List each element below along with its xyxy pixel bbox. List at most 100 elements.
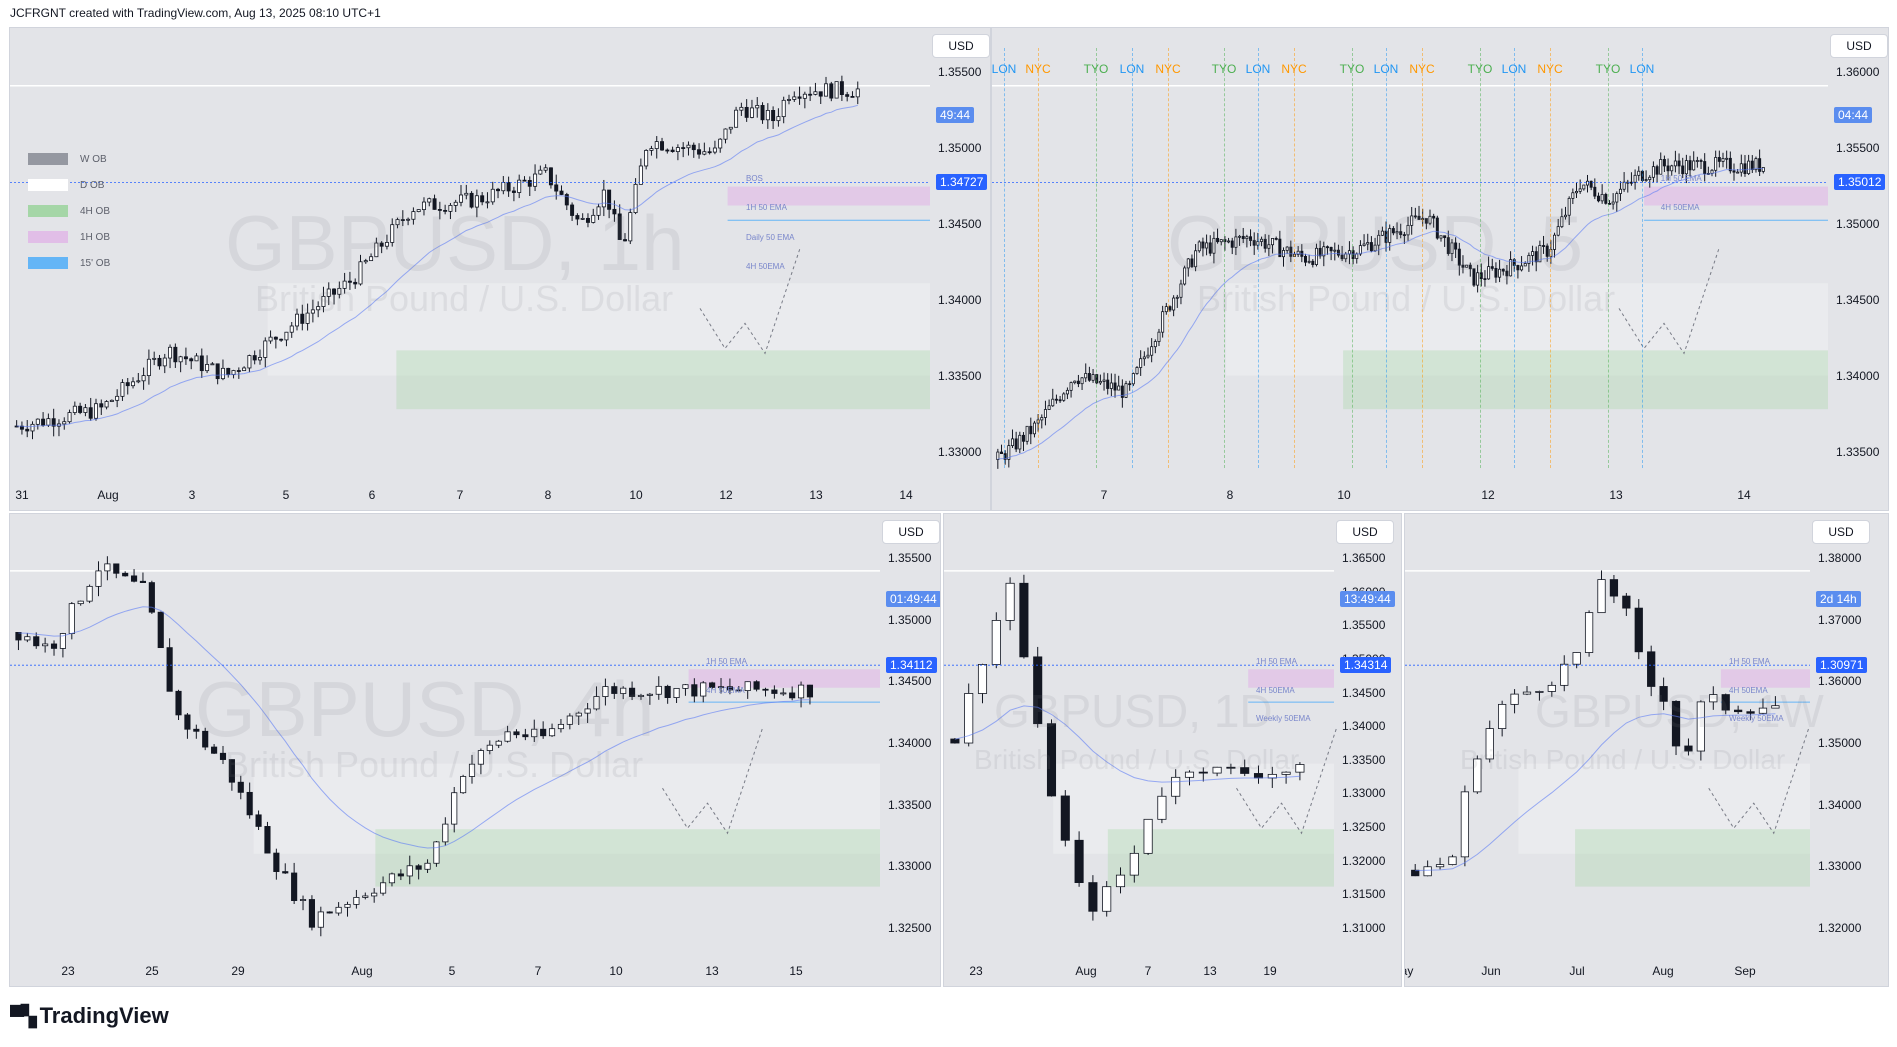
- chart-panel-1h[interactable]: GBPUSD, 1h British Pound / U.S. Dollar W…: [9, 27, 991, 511]
- candle-up: [131, 381, 136, 387]
- chart-panel-1d[interactable]: GBPUSD, 1D British Pound / U.S. Dollar 1…: [943, 513, 1402, 987]
- x-axis-tick-label: 6: [368, 488, 376, 502]
- candle-up: [813, 91, 818, 95]
- candle-down: [199, 355, 204, 372]
- candle-down: [469, 192, 474, 208]
- candle-up: [1355, 253, 1359, 259]
- candle-up: [83, 407, 88, 413]
- candle-up: [1710, 169, 1714, 174]
- candle-up: [797, 684, 805, 699]
- candle-up: [326, 288, 331, 297]
- candle-up: [369, 256, 374, 262]
- currency-button[interactable]: USD: [882, 520, 940, 544]
- candle-down: [850, 95, 855, 98]
- y-axis-tick-label: 1.34000: [1836, 369, 1880, 383]
- candle-down: [1216, 237, 1220, 243]
- candle-up: [637, 694, 645, 697]
- candle-up: [728, 126, 733, 130]
- candle-down: [1106, 379, 1110, 389]
- candle-up: [1695, 160, 1699, 162]
- candle-up: [1439, 235, 1443, 239]
- candle-up: [95, 570, 102, 587]
- last-price-tag: 1.34112: [886, 657, 937, 674]
- candle-down: [1311, 260, 1315, 265]
- y-axis-tick-label: 1.31500: [1342, 887, 1386, 902]
- candle-up: [263, 340, 268, 358]
- candle-down: [1263, 238, 1267, 249]
- candle-up: [1380, 230, 1384, 236]
- candle-down: [1399, 231, 1403, 236]
- candle-up: [792, 96, 797, 100]
- candle-down: [839, 81, 844, 95]
- candle-down: [999, 451, 1003, 454]
- candle-down: [1468, 264, 1472, 270]
- candle-up: [411, 211, 416, 220]
- candle-down: [1435, 217, 1439, 239]
- candle-down: [347, 280, 352, 283]
- candle-up: [1043, 409, 1047, 418]
- candle-up: [295, 313, 300, 327]
- candle-down: [308, 899, 315, 928]
- currency-button[interactable]: USD: [1812, 520, 1870, 544]
- candle-down: [1190, 258, 1194, 268]
- candle-up: [682, 684, 689, 689]
- candle-down: [1241, 235, 1245, 240]
- candle-down: [1417, 215, 1421, 220]
- legend-swatch: [28, 153, 68, 165]
- currency-button[interactable]: USD: [1830, 34, 1888, 58]
- currency-button[interactable]: USD: [932, 34, 990, 58]
- candle-up: [781, 99, 786, 118]
- legend-entry: 15' OB: [28, 250, 110, 276]
- candle-down: [845, 94, 850, 97]
- candle-up: [310, 309, 315, 314]
- legend-swatch: [28, 231, 68, 243]
- candle-up: [1281, 771, 1291, 775]
- candle-down: [1684, 745, 1693, 752]
- tradingview-branding[interactable]: ▀▚ TradingView: [10, 1003, 169, 1029]
- candle-up: [543, 167, 548, 171]
- ema-50-line: [18, 606, 811, 849]
- candle-up: [977, 664, 988, 694]
- candle-up: [1377, 234, 1381, 246]
- chart-panel-4h[interactable]: GBPUSD, 4h British Pound / U.S. Dollar 1…: [9, 513, 941, 987]
- candle-up: [442, 823, 449, 843]
- candle-up: [504, 731, 511, 742]
- candle-up: [388, 873, 396, 884]
- candle-up: [1084, 373, 1088, 379]
- candle-down: [1128, 383, 1132, 386]
- candle-up: [46, 418, 51, 426]
- candle-up: [1670, 165, 1674, 172]
- candle-down: [1230, 240, 1234, 248]
- candle-up: [486, 744, 493, 751]
- candle-up: [1510, 693, 1519, 705]
- x-axis-tick-label: 31: [15, 488, 29, 502]
- candle-up: [1571, 192, 1575, 199]
- ema-50-line: [16, 104, 858, 428]
- chart-panel-5m[interactable]: GBPUSD, 5 British Pound / U.S. Dollar 1.…: [991, 27, 1889, 511]
- candle-up: [1648, 176, 1652, 180]
- candle-down: [279, 338, 284, 341]
- candle-up: [115, 395, 120, 401]
- candle-up: [1448, 856, 1457, 865]
- candle-down: [735, 689, 742, 692]
- candle-up: [421, 201, 426, 211]
- candle-up: [1333, 249, 1337, 252]
- candle-up: [353, 897, 360, 905]
- session-divider: [1608, 48, 1609, 468]
- candle-down: [1446, 237, 1450, 254]
- currency-button[interactable]: USD: [1336, 520, 1394, 544]
- candle-up: [649, 148, 654, 151]
- candle-up: [1005, 582, 1015, 621]
- candle-down: [1461, 264, 1465, 268]
- candle-down: [681, 147, 686, 149]
- candle-down: [282, 871, 289, 874]
- 4h-order-block-zone: [1343, 350, 1828, 410]
- candle-down: [437, 209, 442, 211]
- candle-up: [464, 192, 469, 196]
- x-axis-tick-label: 13: [705, 964, 719, 978]
- bar-countdown-tag: 2d 14h: [1816, 591, 1861, 608]
- chart-panel-1w[interactable]: GBPUSD, 1W British Pound / U.S. Dollar 1…: [1404, 513, 1889, 987]
- candle-up: [1659, 159, 1663, 175]
- x-axis-tick-label: 7: [456, 488, 464, 502]
- candle-down: [255, 814, 262, 827]
